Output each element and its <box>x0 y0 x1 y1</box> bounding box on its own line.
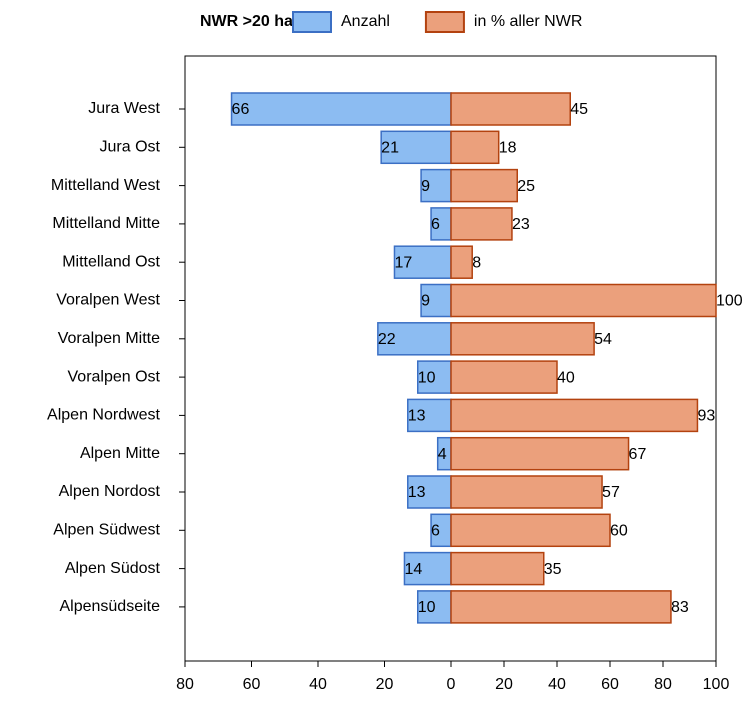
y-tick-label: Voralpen Mitte <box>58 330 160 347</box>
y-tick-label: Voralpen Ost <box>68 368 161 385</box>
bar <box>450 130 500 165</box>
value-label: 60 <box>610 523 628 540</box>
y-tick-label: Jura West <box>88 100 160 117</box>
bar <box>450 551 545 586</box>
value-label: 45 <box>570 101 588 118</box>
value-label: 13 <box>408 484 426 501</box>
bar <box>450 283 717 318</box>
bar <box>420 168 452 203</box>
bar <box>450 207 513 241</box>
bar <box>420 283 452 318</box>
value-label: 9 <box>421 293 430 310</box>
y-tick-label: Alpensüdseite <box>59 598 160 615</box>
bar <box>450 590 672 624</box>
value-label: 21 <box>381 140 399 157</box>
y-tick-label: Mittelland Ost <box>62 253 160 270</box>
x-tick-label: 60 <box>243 676 261 693</box>
legend-swatch <box>292 11 332 33</box>
bar <box>393 245 452 279</box>
x-tick-label: 20 <box>495 676 513 693</box>
bar <box>450 475 603 509</box>
legend-swatch <box>424 11 465 33</box>
bar <box>407 398 452 433</box>
value-label: 18 <box>499 140 517 157</box>
bar <box>450 168 518 203</box>
value-label: 17 <box>394 254 412 271</box>
legend-label: Anzahl <box>341 13 390 30</box>
y-tick-label: Alpen Südost <box>65 560 161 577</box>
x-tick-label: 80 <box>176 676 194 693</box>
x-tick-label: 60 <box>601 676 619 693</box>
value-label: 67 <box>629 446 647 463</box>
y-tick-label: Alpen Nordost <box>59 483 161 500</box>
x-tick-label: 100 <box>703 676 730 693</box>
value-label: 8 <box>472 254 481 271</box>
bar <box>450 92 571 126</box>
legend-title: NWR >20 ha <box>200 13 293 30</box>
bar <box>450 436 630 471</box>
value-label: 54 <box>594 331 612 348</box>
value-label: 4 <box>438 446 447 463</box>
x-tick-label: 80 <box>654 676 672 693</box>
bar <box>407 475 452 509</box>
bar <box>403 551 452 586</box>
bar <box>230 92 452 126</box>
value-label: 23 <box>512 216 530 233</box>
bar <box>380 130 452 165</box>
value-label: 9 <box>421 178 430 195</box>
legend-label: in % aller NWR <box>474 13 582 30</box>
x-tick-label: 40 <box>548 676 566 693</box>
y-tick-label: Alpen Südwest <box>53 522 160 539</box>
value-label: 100 <box>716 293 743 310</box>
bar <box>450 360 558 394</box>
y-tick-label: Mittelland West <box>51 177 161 194</box>
value-label: 6 <box>431 216 440 233</box>
y-tick-label: Alpen Nordwest <box>47 407 161 424</box>
value-label: 40 <box>557 369 575 386</box>
value-label: 13 <box>408 408 426 425</box>
value-label: 83 <box>671 599 689 616</box>
y-tick-label: Mittelland Mitte <box>52 215 160 232</box>
value-label: 22 <box>378 331 396 348</box>
value-label: 66 <box>232 101 250 118</box>
value-label: 35 <box>544 561 562 578</box>
value-label: 57 <box>602 484 620 501</box>
x-tick-label: 40 <box>309 676 327 693</box>
value-label: 93 <box>697 408 715 425</box>
y-tick-label: Jura Ost <box>100 139 161 156</box>
y-tick-label: Voralpen West <box>56 292 160 309</box>
value-label: 10 <box>418 369 436 386</box>
bar <box>450 513 611 548</box>
value-label: 10 <box>418 599 436 616</box>
value-label: 25 <box>517 178 535 195</box>
value-label: 14 <box>404 561 422 578</box>
x-tick-label: 20 <box>376 676 394 693</box>
y-tick-label: Alpen Mitte <box>80 445 160 462</box>
value-label: 6 <box>431 523 440 540</box>
bar <box>450 322 595 356</box>
bar <box>450 398 699 433</box>
x-tick-label: 0 <box>447 676 456 693</box>
bar <box>450 245 473 279</box>
